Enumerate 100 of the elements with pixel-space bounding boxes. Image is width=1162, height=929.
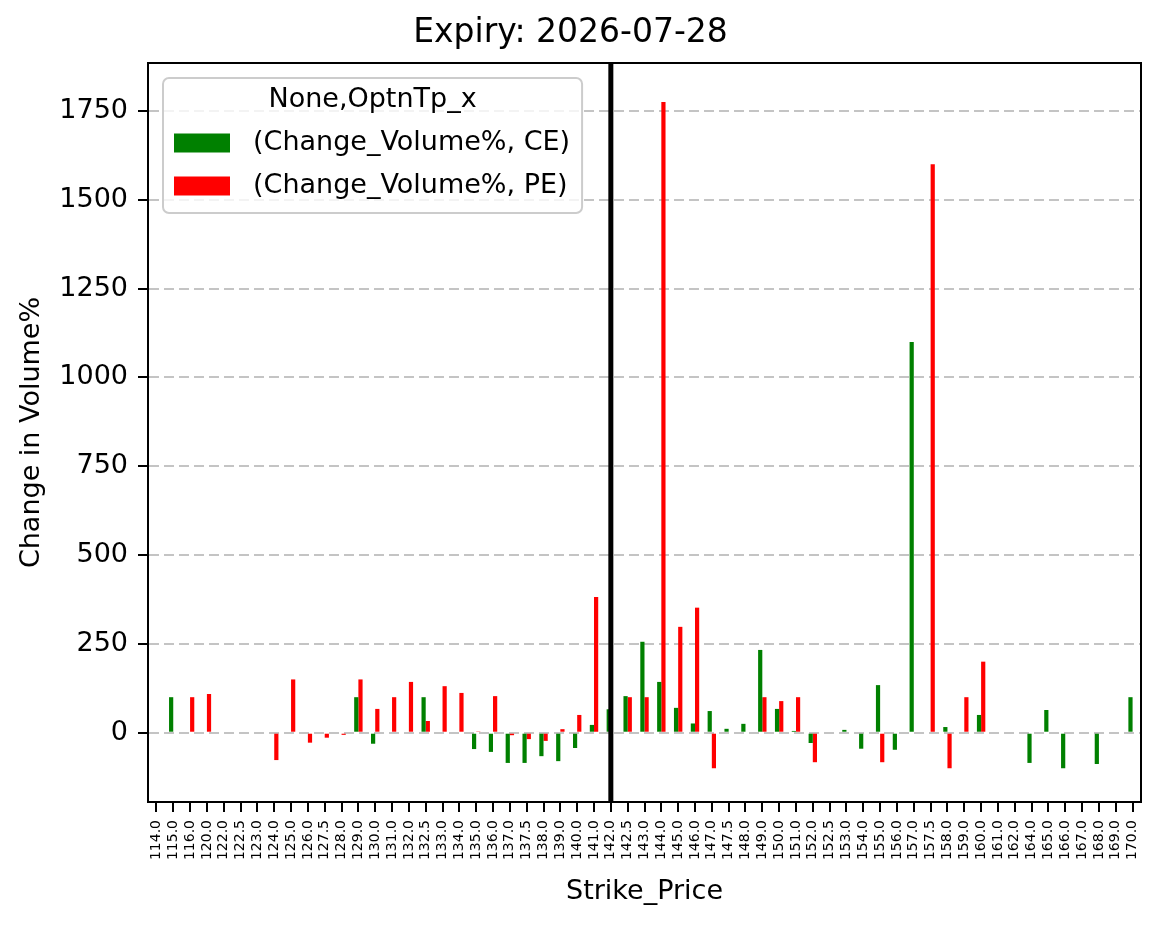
x-tick-label: 116.0 xyxy=(180,820,197,861)
bar xyxy=(661,102,666,732)
bar xyxy=(741,723,746,732)
x-tick-label: 158.0 xyxy=(938,820,955,861)
x-tick-label: 140.0 xyxy=(567,820,584,861)
bar xyxy=(459,692,464,732)
x-tick-label: 122.5 xyxy=(231,820,248,861)
x-tick-label: 137.0 xyxy=(500,820,517,861)
bar xyxy=(274,733,279,761)
bar xyxy=(291,679,296,732)
x-tick-label: 138.0 xyxy=(534,820,551,861)
x-tick-label: 151.0 xyxy=(786,820,803,861)
y-tick-label: 1000 xyxy=(59,359,128,391)
bar xyxy=(594,597,599,732)
bar xyxy=(190,697,195,732)
x-tick-label: 150.0 xyxy=(769,820,786,861)
x-tick-label: 131.0 xyxy=(382,820,399,861)
x-tick-label: 127.5 xyxy=(315,820,332,861)
y-tick-label: 1250 xyxy=(59,270,128,302)
bar xyxy=(657,681,662,732)
x-tick-label: 135.0 xyxy=(466,820,483,861)
x-tick-label: 132.5 xyxy=(416,820,433,861)
x-tick-label: 153.0 xyxy=(837,820,854,861)
x-tick-label: 167.0 xyxy=(1072,820,1089,861)
x-tick-label: 161.0 xyxy=(988,820,1005,861)
bar xyxy=(206,693,212,732)
x-tick-label: 157.0 xyxy=(904,820,921,861)
x-tick-label: 155.0 xyxy=(870,820,887,861)
x-axis-title: Strike_Price xyxy=(566,873,723,905)
bar xyxy=(724,728,729,732)
x-tick-label: 132.0 xyxy=(399,820,416,861)
bar xyxy=(943,727,948,732)
x-tick-label: 143.0 xyxy=(635,820,652,861)
bar xyxy=(976,714,982,732)
bar xyxy=(812,733,818,763)
x-tick-label: 123.0 xyxy=(248,820,265,861)
bar xyxy=(1128,697,1133,732)
bar xyxy=(556,733,561,762)
bar xyxy=(673,707,679,732)
bar xyxy=(589,724,595,732)
bar xyxy=(539,733,544,757)
x-tick-label: 139.0 xyxy=(550,820,567,861)
x-tick-label: 170.0 xyxy=(1123,820,1140,861)
bar xyxy=(505,733,510,763)
x-tick-label: 149.0 xyxy=(752,820,769,861)
bar xyxy=(1027,733,1032,763)
y-tick-label: 500 xyxy=(76,537,128,569)
bar xyxy=(375,708,380,732)
x-tick-label: 124.0 xyxy=(264,820,281,861)
x-tick-label: 129.0 xyxy=(349,820,366,861)
bar xyxy=(560,729,565,732)
bar xyxy=(964,697,969,732)
bar xyxy=(808,733,813,744)
y-tick-label: 0 xyxy=(110,714,128,746)
bar xyxy=(892,733,897,750)
x-tick-label: 145.0 xyxy=(668,820,685,861)
x-tick-label: 152.0 xyxy=(803,820,820,861)
bar xyxy=(488,733,494,752)
bar xyxy=(981,661,986,732)
x-tick-label: 137.5 xyxy=(517,820,534,861)
y-tick-label: 250 xyxy=(76,625,128,657)
x-tick-label: 147.5 xyxy=(719,820,736,861)
y-tick-label: 1750 xyxy=(59,92,128,124)
bar xyxy=(371,733,376,744)
bar xyxy=(690,723,695,732)
bar xyxy=(859,733,864,749)
x-tick-label: 157.5 xyxy=(921,820,938,861)
bar xyxy=(471,733,477,750)
x-tick-label: 147.0 xyxy=(702,820,719,861)
x-tick-label: 144.0 xyxy=(651,820,668,861)
x-tick-label: 130.0 xyxy=(365,820,382,861)
bar xyxy=(425,720,430,732)
y-tick-label: 1500 xyxy=(59,181,128,213)
bar xyxy=(354,697,359,732)
bar xyxy=(1094,733,1099,764)
legend-label: (Change_Volume%, PE) xyxy=(253,168,568,200)
x-tick-label: 134.0 xyxy=(450,820,467,861)
bar xyxy=(1044,709,1049,732)
bar xyxy=(392,697,397,732)
bar xyxy=(762,697,767,732)
x-tick-label: 169.0 xyxy=(1106,820,1123,861)
x-tick-label: 165.0 xyxy=(1039,820,1056,861)
x-tick-label: 154.0 xyxy=(853,820,870,861)
bar xyxy=(758,649,763,732)
bar xyxy=(522,733,527,763)
legend-title: None,OptnTp_x xyxy=(268,82,477,114)
bar xyxy=(875,685,881,732)
x-tick-label: 122.0 xyxy=(214,820,231,861)
x-tick-label: 136.0 xyxy=(483,820,500,861)
bar xyxy=(577,714,582,732)
x-tick-label: 168.0 xyxy=(1089,820,1106,861)
x-tick-label: 142.5 xyxy=(618,820,635,861)
bar xyxy=(324,733,329,738)
bar xyxy=(572,733,578,748)
x-tick-label: 152.5 xyxy=(820,820,837,861)
x-tick-label: 146.0 xyxy=(685,820,702,861)
y-axis-title: Change in Volume% xyxy=(14,296,46,569)
bar xyxy=(627,697,632,732)
y-tick-label: 750 xyxy=(76,448,128,480)
bar xyxy=(543,733,548,741)
